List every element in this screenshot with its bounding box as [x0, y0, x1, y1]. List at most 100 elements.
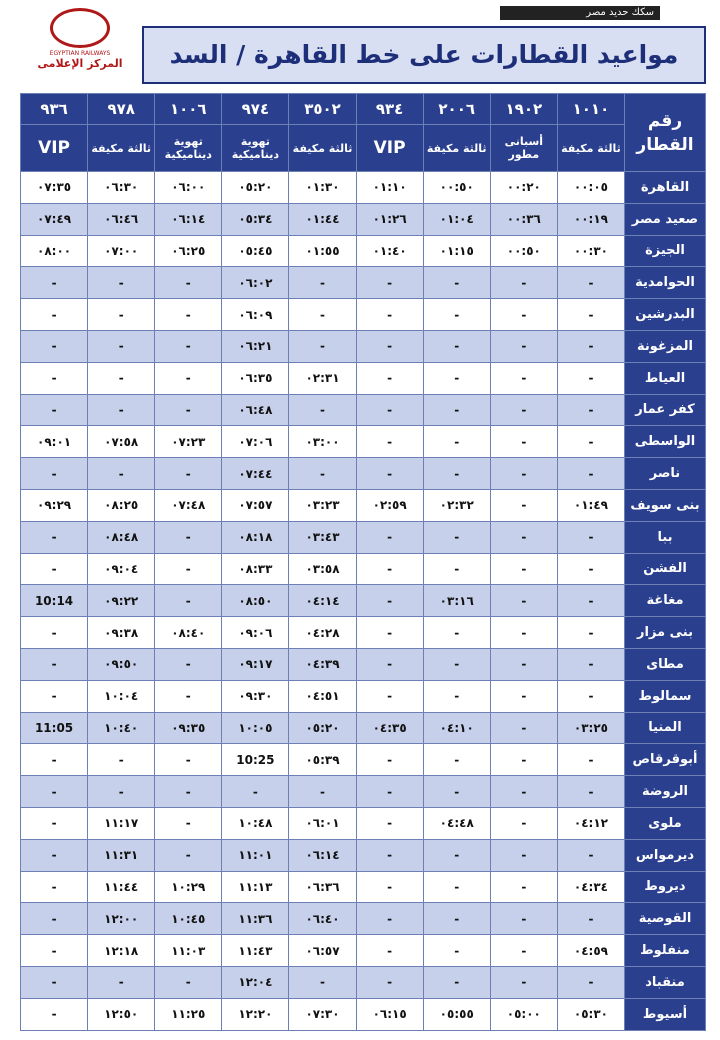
time-cell: -: [489, 711, 558, 745]
time-cell: 10:25: [221, 743, 290, 777]
time-cell: -: [355, 329, 424, 363]
station-row: منقباد - - - - -١٢:٠٤- - -: [19, 965, 706, 999]
station-row: بنى مزار - - - -٠٤:٢٨ ٠٩:٠٦ ٠٨:٤٠ ٠٩:٣٨-: [19, 616, 706, 649]
time-cell: ٠١:١٥: [422, 234, 491, 268]
time-cell: ٠٩:٢٩: [19, 488, 89, 522]
time-cell: -: [19, 298, 89, 331]
time-cell: ٠١:٠٤: [422, 202, 491, 236]
time-cell: ٠٣:٢٣: [288, 488, 357, 522]
time-cell: -: [288, 298, 357, 331]
time-cell: -: [288, 329, 357, 363]
time-cell: ٠٦:٤٨: [221, 393, 290, 427]
station-row: بنى سويف ٠١:٤٩-٠٢:٣٢ ٠٢:٥٩ ٠٣:٢٣ ٠٧:٥٧ ٠٧:٤٨ ٠…: [19, 488, 706, 522]
time-cell: -: [355, 425, 424, 459]
train-number: ٩٧٤: [221, 93, 290, 125]
train-type: VIP: [355, 124, 424, 172]
logo-subtitle: EGYPTIAN RAILWAYS: [49, 50, 111, 57]
time-cell: ٠٤:٣٤: [556, 870, 626, 904]
time-cell: 10:14: [19, 584, 89, 618]
station-name: ديرمواس: [624, 838, 706, 872]
time-cell: ٠٦:٥٧: [288, 934, 357, 967]
station-row: ديروط ٠٤:٣٤- - -٠٦:٣٦ ١١:١٣ ١٠:٢٩ ١١:٤٤-: [19, 870, 706, 904]
time-cell: ٠٥:٣٤: [221, 202, 290, 236]
train-type: ثالثة مكيفة: [556, 124, 626, 172]
time-cell: -: [154, 965, 223, 999]
time-cell: -: [422, 520, 491, 554]
table-body: القاهرة ٠٠:٠٥ ٠٠:٢٠ ٠٠:٥٠ ٠١:١٠ ٠١:٣٠ ٠٥:٢٠ ٠٦:…: [19, 171, 706, 1031]
train-type: ثالثة مكيفة: [87, 124, 156, 172]
time-cell: -: [19, 679, 89, 713]
time-cell: -: [87, 393, 156, 427]
time-cell: -: [489, 329, 558, 363]
header-row: رقم القطار ١٠١٠ ١٩٠٢ ٢٠٠٦ ٩٣٤ ٣٥٠٢ ٩٧٤ ١٠٠٦ ٩٧٨…: [19, 93, 706, 172]
time-cell: ٠٦:٣٥: [221, 361, 290, 395]
time-cell: -: [355, 934, 424, 967]
time-cell: ١٠:٤٠: [87, 711, 156, 745]
station-row: ناصر - - - - -٠٧:٤٤- - -: [19, 457, 706, 490]
time-cell: -: [422, 934, 491, 967]
station-name: ديروط: [624, 870, 706, 904]
time-cell: ١١:٤٣: [221, 934, 290, 967]
station-name: مغاغة: [624, 584, 706, 618]
time-cell: ٠٨:٤٨: [87, 520, 156, 554]
time-cell: ٠٠:١٩: [556, 202, 626, 236]
time-cell: -: [19, 329, 89, 363]
time-cell: -: [556, 902, 626, 936]
time-cell: ١٢:٠٤: [221, 965, 290, 999]
station-name: الحوامدية: [624, 266, 706, 300]
logo-text: المركز الإعلامى: [37, 57, 123, 70]
time-cell: ١٠:٤٨: [221, 806, 290, 840]
train-type: ثالثة مكيفة: [422, 124, 491, 172]
time-cell: -: [288, 266, 357, 300]
time-cell: ٠٧:٣٥: [19, 171, 89, 204]
station-name: أسيوط: [624, 997, 706, 1031]
time-cell: ٠٩:٣٥: [154, 711, 223, 745]
time-cell: ٠٨:٥٠: [221, 584, 290, 618]
time-cell: -: [422, 552, 491, 586]
time-cell: -: [422, 425, 491, 459]
time-cell: ٠٢:٣١: [288, 361, 357, 395]
station-name: القوصية: [624, 902, 706, 936]
station-name: ناصر: [624, 457, 706, 490]
time-cell: ٠٣:١٦: [422, 584, 491, 618]
time-cell: -: [355, 965, 424, 999]
time-cell: -: [489, 647, 558, 681]
time-cell: -: [355, 298, 424, 331]
time-cell: -: [556, 520, 626, 554]
time-cell: -: [288, 965, 357, 999]
time-cell: -: [355, 647, 424, 681]
time-cell: ١٢:٠٠: [87, 902, 156, 936]
time-cell: -: [556, 552, 626, 586]
time-cell: ٠٧:٤٩: [19, 202, 89, 236]
train-number: ٩٧٨: [87, 93, 156, 125]
time-cell: -: [87, 361, 156, 395]
time-cell: ٠٠:٢٠: [489, 171, 558, 204]
time-cell: ٠٧:٢٣: [154, 425, 223, 459]
station-row: مطاى - - - -٠٤:٣٩ ٠٩:١٧-٠٩:٥٠-: [19, 647, 706, 681]
time-cell: -: [556, 584, 626, 618]
station-row: صعيد مصر ٠٠:١٩ ٠٠:٣٦ ٠١:٠٤ ٠١:٢٦ ٠١:٤٤ ٠٥:٣٤ ٠٦…: [19, 202, 706, 236]
time-cell: ١٢:١٨: [87, 934, 156, 967]
time-cell: -: [355, 552, 424, 586]
corner-header: رقم القطار: [624, 93, 706, 172]
time-cell: -: [489, 266, 558, 300]
station-name: ببا: [624, 520, 706, 554]
time-cell: -: [19, 616, 89, 649]
logo: EGYPTIAN RAILWAYS المركز الإعلامى: [30, 8, 130, 80]
time-cell: -: [556, 775, 626, 808]
time-cell: -: [19, 902, 89, 936]
time-cell: -: [355, 457, 424, 490]
time-cell: ١١:٠٣: [154, 934, 223, 967]
time-cell: -: [422, 457, 491, 490]
time-cell: -: [19, 965, 89, 999]
station-row: ملوى ٠٤:١٢-٠٤:٤٨-٠٦:٠١ ١٠:٤٨-١١:١٧-: [19, 806, 706, 840]
time-cell: -: [489, 934, 558, 967]
time-cell: -: [556, 393, 626, 427]
time-cell: -: [154, 647, 223, 681]
time-cell: ٠٥:٣٠: [556, 997, 626, 1031]
time-cell: -: [154, 679, 223, 713]
time-cell: ٠٧:٣٠: [288, 997, 357, 1031]
time-cell: -: [422, 616, 491, 649]
station-name: المنيا: [624, 711, 706, 745]
